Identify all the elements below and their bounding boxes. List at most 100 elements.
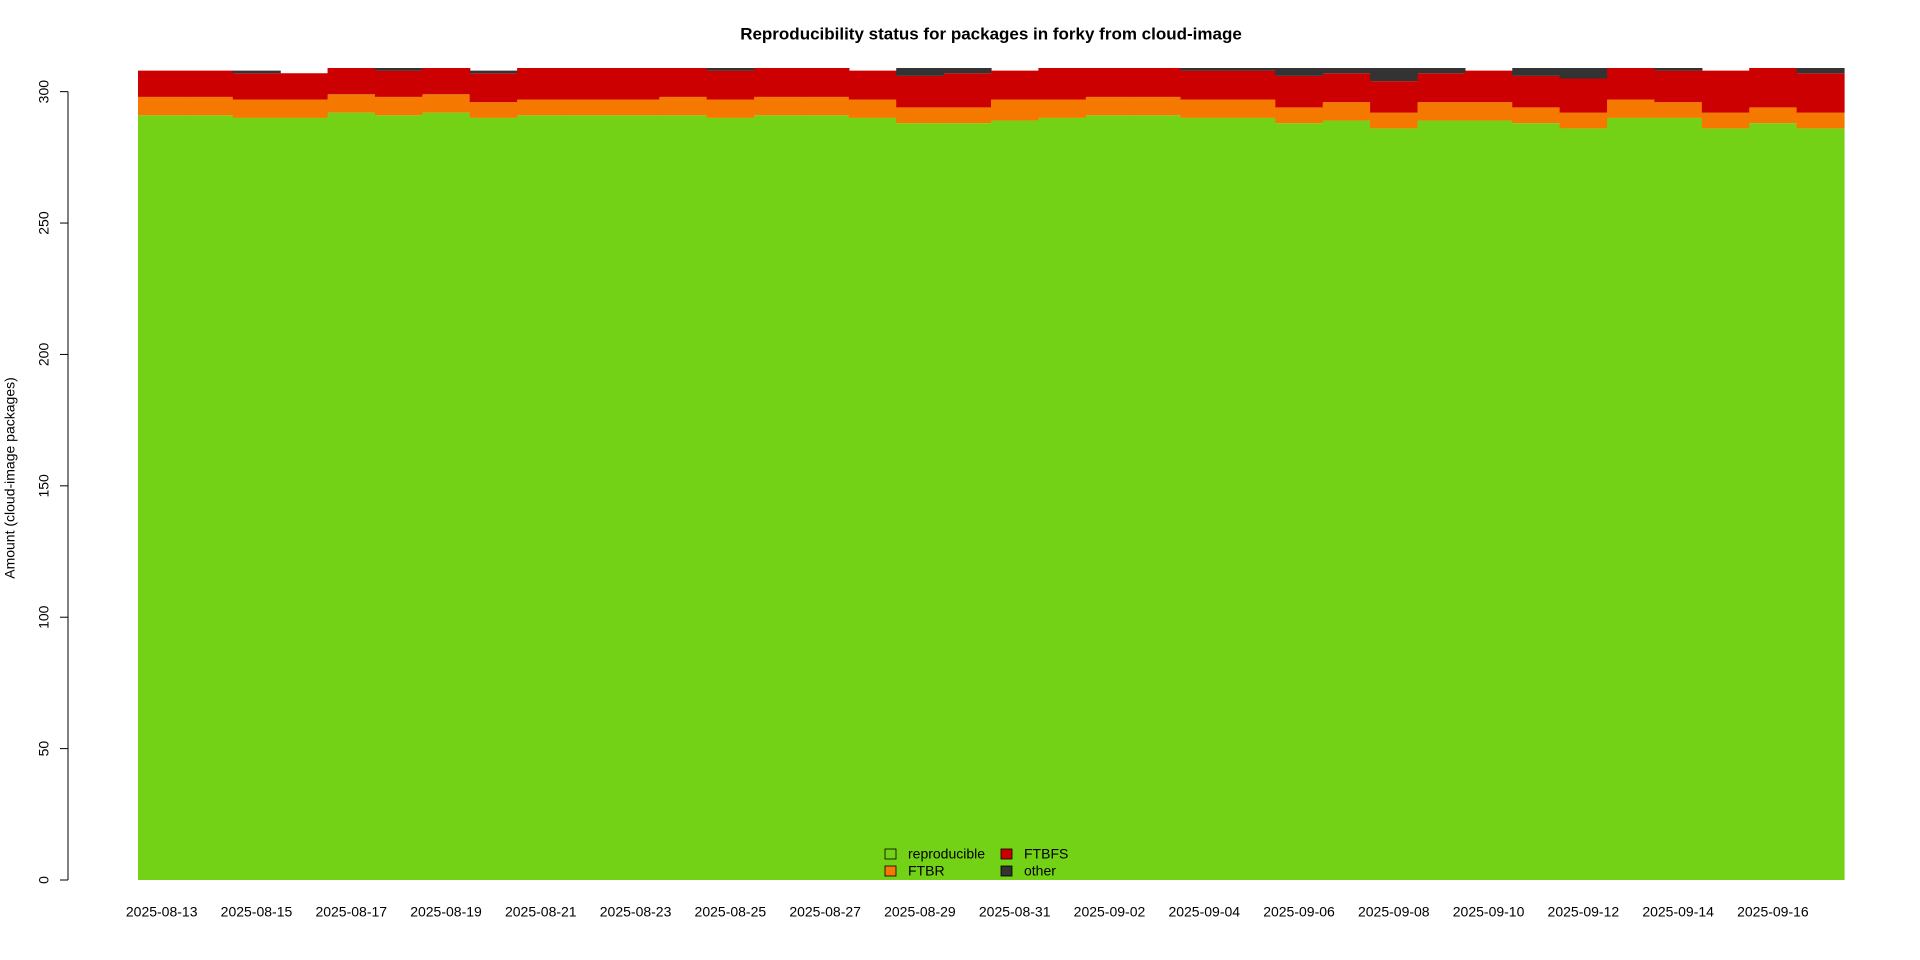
area-segment — [706, 117, 755, 880]
area-segment — [848, 117, 897, 880]
area-segment — [374, 68, 423, 71]
area-segment — [1796, 128, 1845, 880]
area-segment — [185, 96, 234, 116]
area-segment — [1275, 75, 1324, 108]
area-segment — [1512, 68, 1561, 76]
area-segment — [1654, 117, 1703, 880]
area-segment — [1180, 70, 1229, 100]
area-segment — [1749, 107, 1798, 124]
area-segment — [801, 96, 850, 116]
area-segment — [1654, 68, 1703, 71]
area-segment — [232, 73, 281, 100]
area-segment — [1038, 117, 1087, 880]
area-segment — [659, 96, 708, 116]
y-tick-label: 100 — [36, 605, 52, 629]
x-tick-label: 2025-08-27 — [789, 904, 861, 920]
area-segment — [1370, 128, 1419, 880]
area-segment — [469, 117, 518, 880]
area-segment — [1464, 120, 1513, 880]
area-segment — [801, 68, 850, 97]
area-segment — [138, 115, 186, 881]
area-segment — [1512, 107, 1561, 124]
y-tick-label: 250 — [36, 211, 52, 235]
area-segment — [374, 115, 423, 881]
area-segment — [1180, 99, 1229, 118]
area-segment — [1133, 115, 1182, 881]
area-segment — [469, 70, 518, 74]
area-segment — [754, 96, 803, 116]
area-segment — [1796, 73, 1845, 113]
area-segment — [754, 68, 803, 97]
area-segment — [896, 68, 945, 76]
area-segment — [564, 99, 613, 116]
area-segment — [138, 70, 186, 97]
area-segment — [1417, 68, 1466, 74]
area-segment — [327, 94, 376, 113]
x-tick-label: 2025-09-02 — [1074, 904, 1146, 920]
area-segment — [943, 107, 992, 124]
area-segment — [422, 94, 471, 113]
area-segment — [1654, 102, 1703, 118]
legend-label: other — [1024, 863, 1056, 879]
area-segment — [659, 68, 708, 97]
area-segment — [1275, 68, 1324, 76]
x-tick-label: 2025-09-10 — [1453, 904, 1525, 920]
area-segment — [659, 115, 708, 881]
area-segment — [327, 112, 376, 880]
area-segment — [1512, 123, 1561, 881]
area-segment — [1180, 68, 1229, 71]
area-segment — [1227, 99, 1276, 118]
area-segment — [754, 115, 803, 881]
area-segment — [1038, 99, 1087, 118]
area-segment — [991, 70, 1039, 100]
area-segment — [1085, 68, 1134, 97]
y-tick-label: 200 — [36, 343, 52, 367]
area-segment — [896, 123, 945, 881]
area-segment — [1370, 81, 1419, 113]
legend-swatch — [1000, 848, 1013, 860]
area-segment — [1701, 112, 1750, 129]
area-segment — [1607, 117, 1656, 880]
legend-label: FTBR — [908, 863, 945, 879]
area-segment — [469, 73, 518, 103]
x-tick-label: 2025-09-04 — [1168, 904, 1240, 920]
area-segment — [943, 68, 992, 74]
area-segment — [327, 68, 376, 95]
chart-title: Reproducibility status for packages in f… — [740, 24, 1242, 43]
area-segment — [1085, 115, 1134, 881]
area-segment — [1275, 123, 1324, 881]
x-tick-label: 2025-08-25 — [695, 904, 767, 920]
x-tick-label: 2025-08-21 — [505, 904, 577, 920]
legend-swatch — [1000, 865, 1013, 877]
area-segment — [706, 99, 755, 118]
area-segment — [848, 70, 897, 100]
x-tick-label: 2025-09-14 — [1642, 904, 1714, 920]
area-segment — [1417, 120, 1466, 880]
area-segment — [374, 96, 423, 116]
area-segment — [896, 75, 945, 108]
area-segment — [517, 68, 566, 100]
area-segment — [232, 70, 281, 74]
y-tick-label: 0 — [36, 876, 52, 884]
area-segment — [232, 117, 281, 880]
y-tick-label: 50 — [36, 741, 52, 757]
area-segment — [1085, 96, 1134, 116]
area-segment — [422, 112, 471, 880]
legend-label: FTBFS — [1024, 846, 1068, 862]
area-segment — [280, 99, 329, 118]
area-segment — [1559, 128, 1608, 880]
y-tick-label: 150 — [36, 474, 52, 498]
area-segment — [991, 120, 1039, 880]
x-tick-label: 2025-09-16 — [1737, 904, 1809, 920]
area-segment — [1701, 70, 1750, 113]
x-tick-label: 2025-08-19 — [410, 904, 482, 920]
area-segment — [280, 117, 329, 880]
area-segment — [1180, 117, 1229, 880]
area-segment — [1749, 123, 1798, 881]
x-tick-label: 2025-09-06 — [1263, 904, 1335, 920]
area-segment — [1322, 102, 1371, 121]
area-segment — [1559, 112, 1608, 129]
area-segment — [374, 70, 423, 97]
